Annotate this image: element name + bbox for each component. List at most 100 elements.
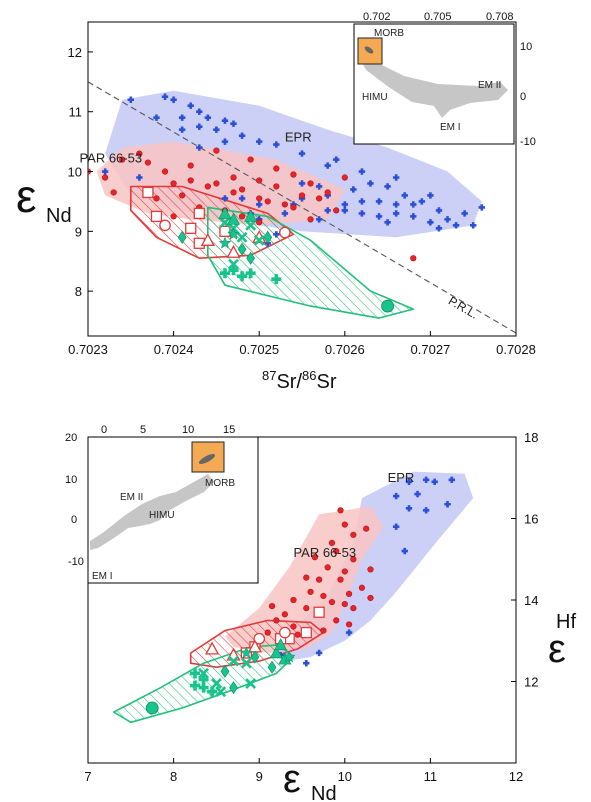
inset2-x-tick-0: 0 [101,424,107,436]
top-point-plus [478,204,485,211]
inset2-label-himu: HIMU [149,510,175,521]
bottom-point-dot [333,547,340,555]
top-x-tick-label: 0.7025 [239,342,279,357]
bottom-point-plus [444,501,451,508]
top-point-plus [101,168,109,175]
bottom-point-cross [245,678,257,689]
top-point-dot [256,195,263,202]
top-point-plus-thick [219,268,230,279]
inset-y-tick-neg10: -10 [520,136,536,148]
top-point-plus [178,126,186,133]
top-point-plus [256,201,263,208]
top-point-dot [153,195,160,202]
bottom-point-triangle [269,646,283,659]
inset2-y-tick-neg10: -10 [68,556,84,568]
top-inset: 0.702 0.705 0.708 10 0 -10 MORB HIMU EM … [353,11,536,148]
top-point-plus [410,201,417,208]
bottom-point-dot [290,623,297,630]
top-point-plus [452,222,460,229]
bottom-point-cross [228,655,239,667]
top-point-plus [230,120,237,127]
bottom-y-axis-subscript: Hf [556,611,576,633]
bottom-point-plus [414,490,421,498]
bottom-point-dot [324,564,331,571]
bottom-point-plus [431,478,438,486]
top-point-plus [333,156,340,163]
bottom-y-axis-epsilon: ε [548,627,566,671]
bottom-point-diamond [229,681,238,695]
bottom-point-dot [320,627,327,634]
top-point-plus [170,96,177,103]
bottom-point-dot [337,507,344,514]
inset2-label-em2: EM II [120,492,143,503]
top-point-cross [219,216,231,228]
bottom-point-open-circle [279,626,291,639]
bottom-y-tick-label: 18 [524,430,538,445]
bottom-point-dot [303,605,310,612]
bottom-point-plus-thick [190,668,200,679]
top-point-diamond [246,251,256,265]
top-point-plus [281,210,289,217]
top-point-dot [341,174,348,181]
top-point-plus [435,207,443,214]
inset-x-tick-0702: 0.702 [363,11,391,23]
top-point-plus [375,198,383,205]
bottom-point-dot [337,576,344,583]
top-x-sr-87: Sr/ [276,371,302,393]
inset2-x-tick-10: 10 [182,424,194,436]
top-point-plus [298,150,306,157]
inset-label-morb: MORB [374,28,404,39]
top-x-axis-label: 87Sr/86Sr [262,368,337,393]
top-point-diamond [263,230,273,244]
top-point-plus [213,126,220,133]
inset-label-himu: HIMU [362,92,388,103]
top-point-cross [245,219,257,231]
bottom-point-dot [341,521,348,528]
top-point-plus [444,216,451,223]
top-point-diamond [237,242,247,256]
bottom-point-dot [367,566,374,573]
top-point-plus [161,93,169,100]
top-point-plus [358,168,366,175]
top-prl-line [88,81,516,334]
top-x-sup-87: 87 [262,368,276,383]
top-point-open-circle [159,219,171,232]
bottom-point-cross [215,686,227,698]
bottom-point-dot [328,539,336,547]
top-point-plus [401,192,408,199]
bottom-point-dot [367,594,374,602]
top-point-plus [384,219,391,226]
top-point-dot [247,156,254,163]
bottom-x-tick-label: 10 [338,769,352,784]
top-point-dot [136,150,143,157]
top-plot-frame [87,21,517,337]
bottom-x-tick-label: 9 [256,769,263,784]
bottom-point-plus [422,507,430,514]
bottom-point-diamond [267,660,277,674]
top-point-diamond [177,230,187,244]
top-point-dot [102,174,109,181]
top-point-plus-thick [228,265,239,276]
bottom-point-dot [290,596,297,604]
top-x-tick-label: 0.7023 [68,342,108,357]
bottom-x-tick-label: 11 [424,769,438,784]
bottom-label-epr: EPR [388,470,415,485]
top-inset-mantle-field [360,58,508,118]
top-point-plus [418,198,426,205]
top-point-dot [230,174,237,181]
bottom-inset-morb-data [198,454,216,464]
top-point-dot [316,195,323,202]
top-point-dot [170,180,177,187]
top-point-triangle [227,212,241,225]
top-point-dot [213,147,220,154]
top-point-plus [178,114,186,121]
top-point-plus [221,138,229,145]
bottom-point-plus [392,523,400,530]
bottom-point-dot [328,598,336,606]
bottom-point-dot [350,556,357,563]
top-point-plus [367,180,374,187]
top-point-dot [170,213,177,220]
top-point-dot [256,177,263,184]
top-point-plus [273,231,280,238]
bottom-point-big-dot [145,701,159,715]
